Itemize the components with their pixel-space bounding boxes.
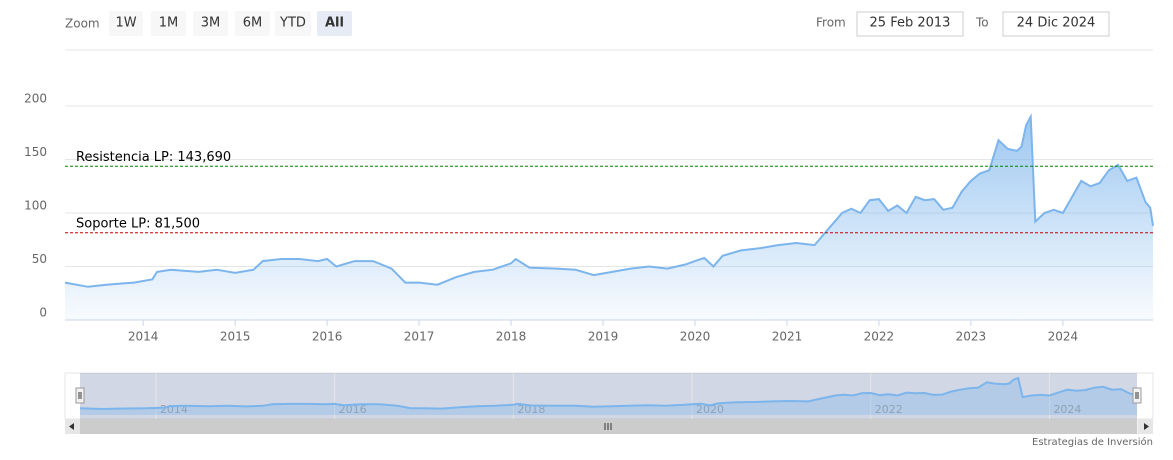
credits[interactable]: Estrategias de Inversión — [1032, 436, 1153, 448]
zoom-button[interactable] — [193, 11, 228, 36]
navigator-mask[interactable] — [80, 373, 1137, 419]
toolbar: Zoom From 25 Feb 2013 To 24 Dic 2024 1W 1… — [65, 11, 1110, 37]
navigator-tick-label: 2020 — [696, 403, 724, 416]
to-input[interactable] — [1002, 11, 1110, 37]
zoom-button-label[interactable]: YTD — [279, 16, 306, 31]
x-tick-label: 2024 — [1048, 330, 1079, 344]
x-tick-label: 2019 — [588, 330, 619, 344]
series-line — [64, 113, 1154, 288]
zoom-button-label[interactable]: 1W — [115, 16, 136, 31]
handle-grip — [1135, 392, 1139, 399]
zoom-button-label[interactable]: 3M — [201, 16, 221, 31]
series-line — [79, 376, 1138, 411]
arrow-left — [69, 423, 74, 430]
plot-line-label: Resistencia LP: 143,690 — [76, 150, 231, 165]
from-label: From — [816, 16, 846, 30]
zoom-button[interactable] — [275, 11, 311, 36]
navigator: 201420162018202020222024 — [64, 372, 1154, 420]
x-tick-label: 2020 — [680, 330, 711, 344]
x-tick-label: 2021 — [772, 330, 803, 344]
zoom-button[interactable] — [317, 11, 352, 36]
zoom-label: Zoom — [65, 17, 100, 31]
navigator-tick-label: 2016 — [339, 403, 367, 416]
zoom-button-label[interactable]: All — [325, 16, 344, 31]
navigator-handle[interactable] — [75, 387, 85, 404]
y-tick-label: 0 — [39, 306, 47, 320]
y-tick-label: 150 — [24, 145, 47, 159]
zoom-button[interactable] — [151, 11, 186, 36]
plot-line-label: Soporte LP: 81,500 — [76, 216, 200, 231]
to-date[interactable]: 24 Dic 2024 — [1017, 16, 1096, 31]
x-tick-label: 2016 — [312, 330, 343, 344]
x-tick-label: 2014 — [128, 330, 159, 344]
y-tick-label: 100 — [24, 199, 47, 213]
x-tick-label: 2022 — [864, 330, 895, 344]
x-tick-label: 2023 — [956, 330, 987, 344]
x-tick-label: 2018 — [496, 330, 527, 344]
navigator-tick-label: 2022 — [875, 403, 903, 416]
x-tick-label: 2015 — [220, 330, 251, 344]
scroll-grip — [604, 423, 612, 430]
scrollbar[interactable] — [65, 419, 1153, 434]
y-tick-label: 200 — [24, 92, 47, 106]
handle-grip — [78, 392, 82, 399]
plot-area: 0 50 100 150 200 2014 2015 2016 2017 2018 2019 2020… — [24, 92, 1154, 344]
zoom-button-label[interactable]: 1M — [159, 16, 179, 31]
arrow-right — [1144, 423, 1149, 430]
from-date[interactable]: 25 Feb 2013 — [870, 16, 951, 31]
from-input[interactable] — [856, 11, 964, 37]
zoom-button[interactable] — [109, 11, 143, 36]
zoom-button[interactable] — [235, 11, 270, 36]
area-fill — [65, 116, 1153, 320]
navigator-frame — [64, 372, 1154, 420]
navigator-tick-label: 2024 — [1053, 403, 1081, 416]
to-label: To — [975, 16, 989, 30]
zoom-button-label[interactable]: 6M — [243, 16, 263, 31]
navigator-handle[interactable] — [1132, 387, 1142, 404]
x-tick-label: 2017 — [404, 330, 435, 344]
y-tick-label: 50 — [32, 252, 47, 266]
